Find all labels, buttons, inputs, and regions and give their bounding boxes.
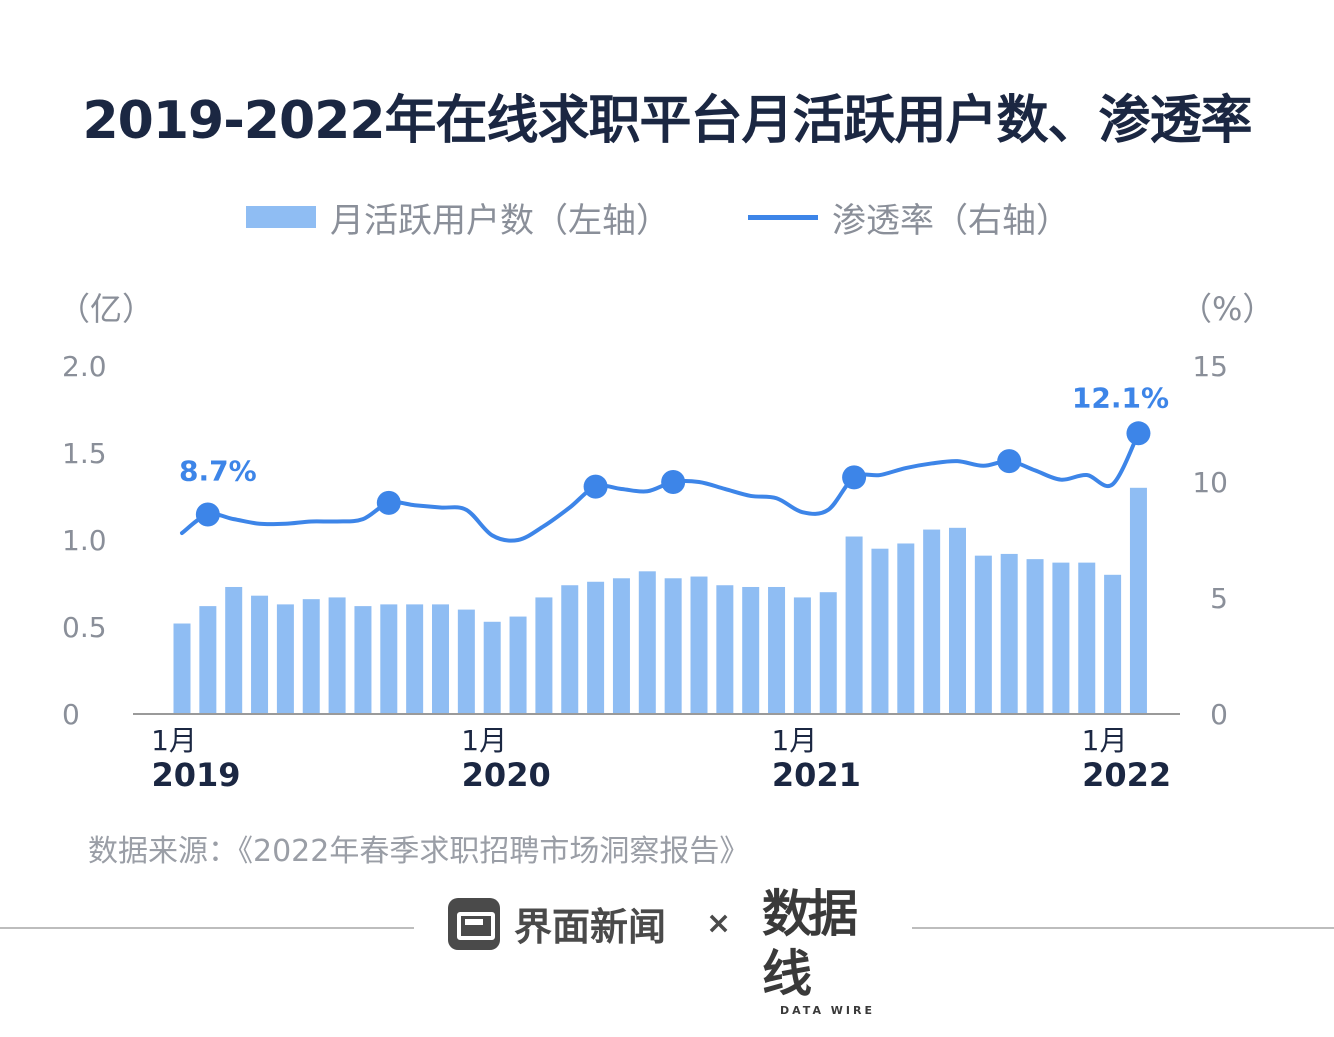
brand-separator: × (706, 906, 732, 941)
jiemian-logo-icon (448, 897, 500, 950)
x-tick-month-label: 1月 (461, 724, 507, 757)
bar (354, 606, 372, 714)
legend-item-bars: 月活跃用户数（左轴） (246, 192, 670, 242)
line-marker (842, 465, 867, 490)
data-wire-logo: 数据线 DATA WIRE (762, 884, 892, 1017)
penetration-line (180, 431, 1141, 543)
bar (819, 592, 837, 714)
bar (561, 585, 579, 714)
legend-item-line: 渗透率（右轴） (748, 192, 1070, 242)
bar (664, 578, 682, 714)
legend-bar-swatch (246, 206, 316, 228)
x-tick-month-label: 1月 (771, 724, 817, 757)
legend-line-swatch (748, 214, 818, 220)
bar (432, 604, 449, 714)
bar (793, 597, 811, 714)
bar (742, 586, 760, 714)
bar (251, 595, 269, 714)
bar (199, 606, 217, 714)
bar (509, 616, 527, 714)
left-axis-tick-label: 1.5 (62, 437, 107, 470)
x-tick-year-label: 2021 (772, 756, 861, 794)
x-tick-year-label: 2022 (1082, 756, 1171, 794)
bar (302, 599, 320, 714)
right-axis-tick-label: 0 (1210, 698, 1228, 731)
chart-title: 2019-2022年在线求职平台月活跃用户数、渗透率 (82, 91, 1252, 151)
bar (406, 604, 424, 714)
line-data-label: 12.1% (1072, 381, 1169, 414)
bar (716, 585, 734, 714)
bar (612, 578, 630, 714)
bar (974, 555, 992, 714)
bar (949, 527, 966, 714)
footer-divider-left (0, 927, 414, 929)
bar (638, 571, 656, 714)
legend: 月活跃用户数（左轴） 渗透率（右轴） (0, 192, 1334, 242)
bar (173, 623, 191, 714)
left-axis-tick-label: 0 (62, 698, 80, 731)
line-marker (1126, 421, 1151, 446)
bar (380, 604, 398, 714)
line-marker (997, 449, 1022, 474)
bar (1129, 487, 1147, 714)
right-axis-tick-label: 15 (1192, 350, 1228, 383)
line-marker (661, 470, 686, 494)
bar (845, 536, 863, 714)
x-tick-year-label: 2020 (462, 756, 551, 794)
brand-jiemian: 界面新闻 (448, 896, 666, 951)
bar (690, 576, 708, 714)
bar (1026, 559, 1044, 714)
line-marker (376, 490, 401, 515)
left-axis-tick-label: 2.0 (62, 350, 107, 383)
bar (535, 597, 553, 714)
bar (483, 621, 501, 714)
bar (768, 586, 786, 714)
x-tick-month-label: 1月 (151, 724, 197, 757)
right-axis-unit: （%） (1180, 290, 1275, 328)
bar (897, 543, 915, 714)
x-tick-year-label: 2019 (151, 756, 240, 794)
bar (1000, 553, 1018, 714)
line-marker (195, 502, 220, 527)
line-data-label: 8.7% (179, 454, 257, 487)
x-tick-month-label: 1月 (1082, 724, 1128, 757)
right-axis-tick-label: 5 (1210, 582, 1228, 615)
right-axis-tick-label: 10 (1192, 466, 1228, 499)
bar (276, 604, 294, 714)
left-axis-tick-label: 0.5 (62, 611, 107, 644)
bar (328, 597, 346, 714)
bar (923, 529, 941, 714)
data-source-note: 数据来源：《2022年春季求职招聘市场洞察报告》 (88, 834, 750, 869)
left-axis-unit: （亿） (58, 290, 155, 328)
bar (587, 581, 605, 714)
bar (225, 586, 243, 714)
bar (457, 609, 475, 714)
brand-name: 界面新闻 (514, 905, 667, 949)
bar (871, 548, 889, 714)
footer-divider-right (912, 927, 1334, 929)
line-marker (583, 474, 608, 499)
bar (1078, 562, 1096, 714)
legend-bar-label: 月活跃用户数（左轴） (330, 200, 670, 241)
legend-line-label: 渗透率（右轴） (832, 200, 1070, 241)
bar (1104, 574, 1122, 714)
bar (1052, 562, 1070, 714)
data-wire-logo-cn: 数据线 (762, 885, 858, 1003)
data-wire-logo-en: DATA WIRE (780, 1004, 875, 1017)
left-axis-tick-label: 1.0 (62, 524, 107, 557)
